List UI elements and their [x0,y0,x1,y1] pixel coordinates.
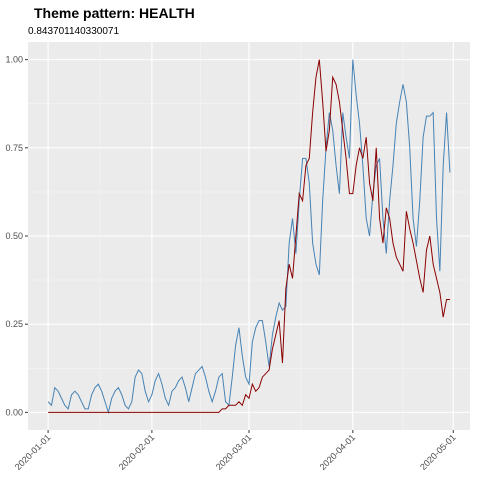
y-tick-label: 0.00 [5,407,23,417]
chart-subtitle: 0.843701140330071 [28,26,119,37]
y-tick-label: 1.00 [5,55,23,65]
series-line [47,59,451,415]
x-tick-label: 2020-04-01 [318,432,358,472]
series-line [48,59,450,413]
x-tick-label: 2020-05-01 [418,432,458,472]
x-tick-label: 2020-03-01 [214,432,254,472]
y-tick-label: 0.25 [5,319,23,329]
chart-title: Theme pattern: HEALTH [34,5,195,21]
x-tick-label: 2020-02-01 [117,432,157,472]
x-tick-label: 2020-01-01 [13,432,53,472]
y-tick-label: 0.50 [5,231,23,241]
y-tick-label: 0.75 [5,143,23,153]
